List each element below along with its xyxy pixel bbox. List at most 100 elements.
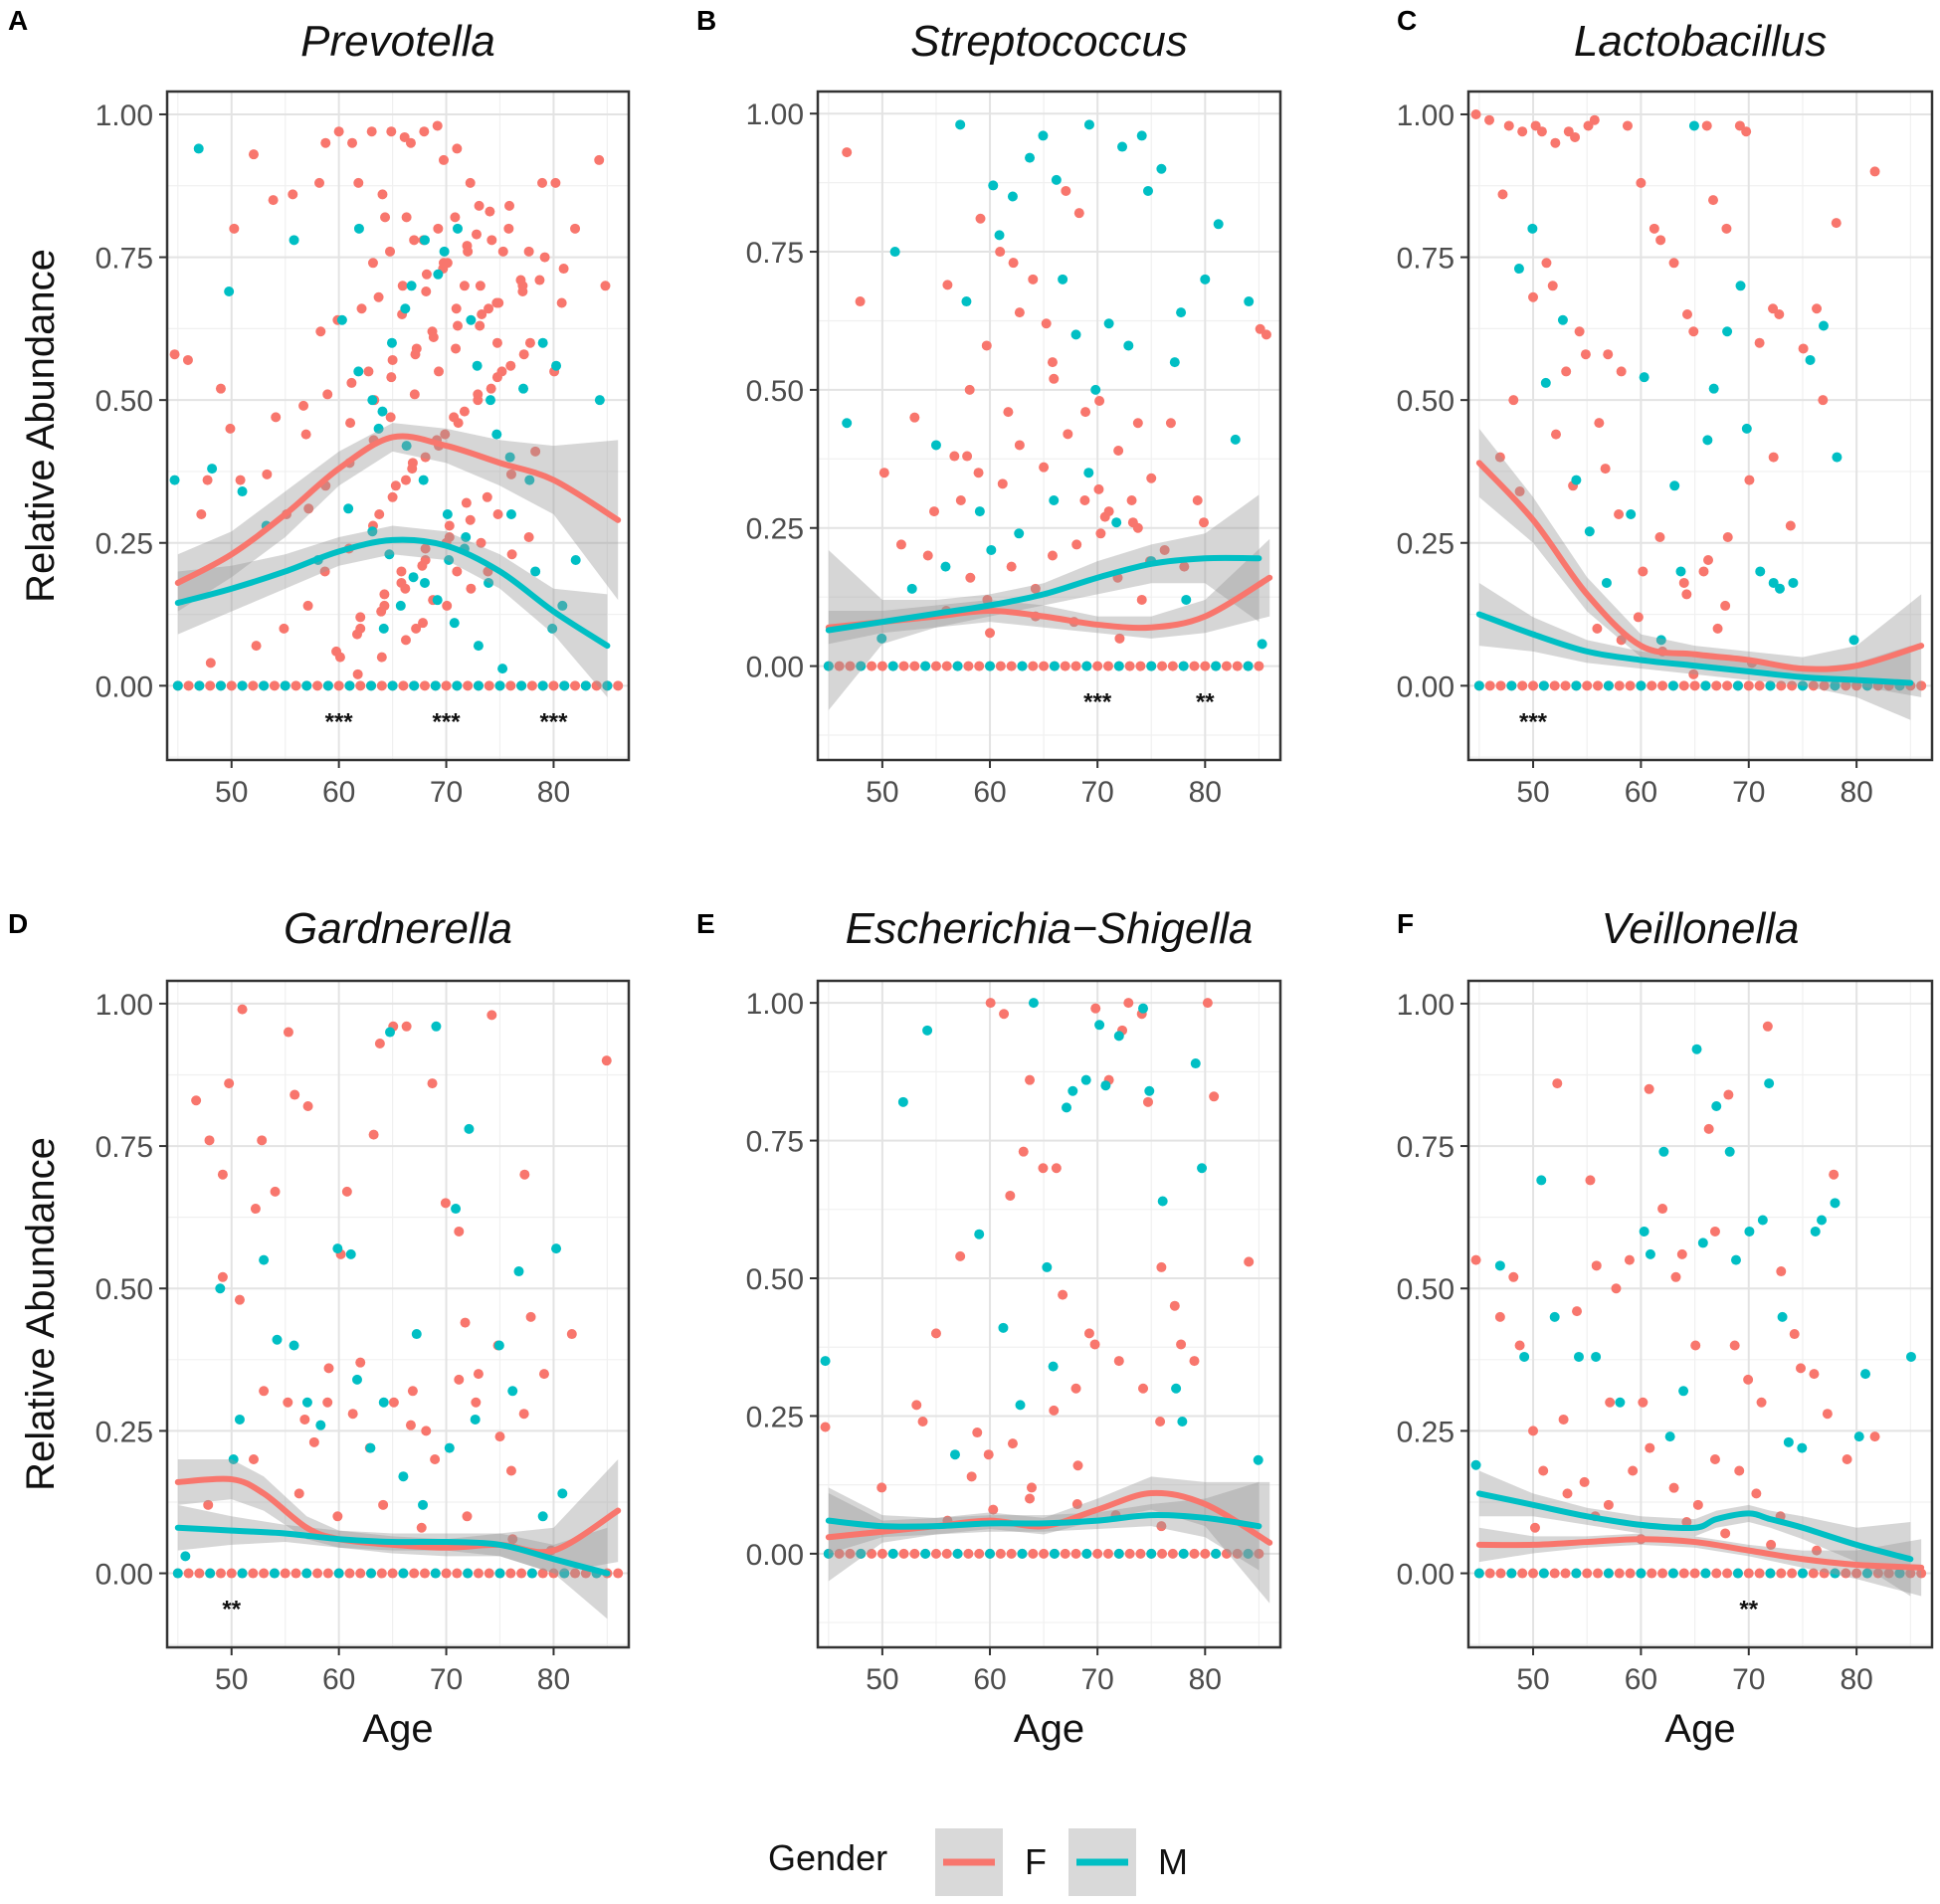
data-point: [1200, 274, 1211, 285]
data-point: [1842, 1454, 1852, 1465]
y-axis-title: Relative Abundance: [19, 1137, 63, 1491]
data-point: [432, 120, 443, 131]
data-point: [973, 468, 984, 478]
data-point: [1136, 594, 1147, 605]
data-point: [473, 641, 484, 652]
data-point: [1070, 1548, 1081, 1559]
data-point: [248, 1454, 259, 1465]
data-point: [1014, 440, 1025, 451]
data-point: [920, 1548, 931, 1559]
x-tick-label: 60: [322, 1663, 355, 1696]
data-point: [373, 423, 384, 434]
data-point: [1703, 554, 1714, 565]
data-point: [259, 1386, 270, 1397]
data-point: [269, 1568, 280, 1579]
data-point: [226, 680, 237, 691]
data-point: [1528, 291, 1539, 302]
data-point: [356, 303, 367, 314]
data-point: [876, 1548, 887, 1559]
x-tick-label: 50: [866, 1663, 898, 1696]
data-point: [988, 1504, 999, 1515]
data-point: [1136, 130, 1147, 141]
points-m: [1470, 1044, 1916, 1579]
data-point: [416, 1522, 427, 1533]
data-point: [1529, 1522, 1540, 1533]
data-point: [1156, 1521, 1167, 1532]
data-point: [834, 661, 845, 671]
data-point: [355, 623, 366, 634]
data-point: [1014, 528, 1025, 539]
data-point: [1018, 1146, 1029, 1157]
data-point: [1127, 517, 1138, 528]
data-point: [473, 1568, 484, 1579]
data-point: [1167, 661, 1178, 671]
data-point: [1257, 639, 1267, 650]
data-point: [1819, 1568, 1830, 1579]
data-point: [1146, 661, 1157, 671]
panel-title: Gardnerella: [284, 904, 512, 953]
data-point: [845, 1548, 856, 1559]
chart-panel-d: ** 50 60 70 80 0.00 0.25 0.50 0.75 1.00 Gardnerell…: [8, 904, 631, 1751]
data-point: [1625, 680, 1636, 691]
y-tick-label: 0.00: [96, 1559, 153, 1592]
data-point: [550, 177, 561, 188]
data-point: [1549, 1311, 1560, 1322]
data-point: [373, 291, 384, 302]
data-point: [387, 680, 398, 691]
data-point: [1070, 1383, 1081, 1394]
data-point: [315, 1420, 326, 1430]
data-point: [985, 1548, 996, 1559]
data-point: [461, 497, 472, 508]
data-point: [1741, 126, 1752, 137]
data-point: [386, 372, 397, 383]
smooth-line-m: [825, 1512, 1262, 1530]
data-point: [1894, 1568, 1905, 1579]
data-point: [1774, 309, 1785, 319]
data-point: [1593, 680, 1604, 691]
data-point: [1692, 1499, 1703, 1510]
data-point: [474, 200, 485, 211]
data-point: [217, 1271, 228, 1282]
data-point: [347, 137, 358, 148]
data-point: [1703, 1123, 1714, 1134]
data-point: [1071, 539, 1082, 550]
data-point: [497, 664, 508, 674]
data-point: [172, 680, 183, 691]
legend-title: Gender: [768, 1837, 887, 1878]
x-tick-label: 50: [215, 1663, 248, 1696]
confidence-band-m: [1478, 1470, 1911, 1597]
data-point: [367, 395, 378, 406]
x-tick-label: 50: [215, 776, 248, 809]
data-point: [1681, 309, 1692, 319]
data-point: [485, 206, 495, 217]
data-point: [1003, 407, 1014, 418]
data-point: [613, 680, 624, 691]
data-point: [983, 1449, 994, 1460]
data-point: [922, 1025, 933, 1036]
data-point: [322, 389, 333, 400]
data-point: [427, 1078, 438, 1089]
data-point: [1039, 462, 1050, 473]
data-point: [444, 1442, 455, 1453]
data-point: [1829, 1169, 1840, 1180]
data-point: [1741, 423, 1752, 434]
data-point: [411, 343, 422, 354]
data-point: [1508, 1271, 1519, 1282]
data-point: [889, 247, 900, 258]
data-point: [1636, 177, 1647, 188]
data-point: [374, 1038, 385, 1048]
panel-title: Lactobacillus: [1574, 17, 1827, 66]
data-point: [463, 680, 474, 691]
data-point: [1156, 1261, 1167, 1272]
data-point: [1765, 1568, 1776, 1579]
y-tick-label: 0.50: [96, 1273, 153, 1306]
data-point: [497, 246, 508, 257]
data-point: [486, 235, 497, 246]
data-point: [1081, 1548, 1092, 1559]
data-point: [472, 360, 483, 371]
data-point: [1720, 600, 1731, 611]
data-point: [407, 458, 418, 469]
data-point: [441, 680, 452, 691]
data-point: [1764, 1078, 1775, 1089]
data-point: [344, 1568, 355, 1579]
